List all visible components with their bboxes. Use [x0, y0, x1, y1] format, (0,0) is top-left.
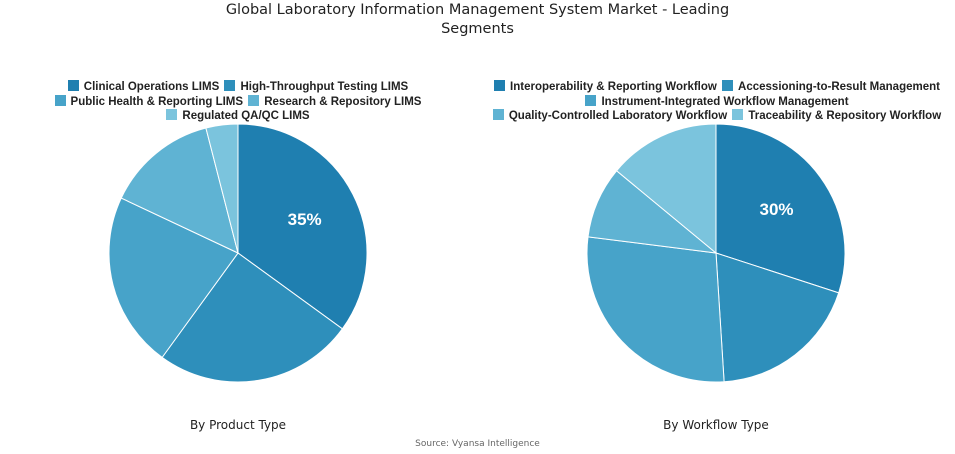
pie-chart-workflow-type: 30% [586, 123, 846, 383]
legend-product-type: Clinical Operations LIMS High-Throughput… [20, 80, 456, 124]
chart-title-line2: Segments [441, 21, 514, 37]
legend-workflow-type: Interoperability & Reporting Workflow Ac… [480, 80, 954, 124]
chart-title: Global Laboratory Information Management… [0, 1, 955, 39]
legend-swatch [224, 80, 236, 91]
subtitle-product-type: By Product Type [189, 418, 287, 432]
legend-swatch [492, 109, 504, 120]
legend-swatch [585, 94, 597, 106]
pie-chart-product-type: 35% [108, 123, 368, 383]
legend-item[interactable]: Quality-Controlled Laboratory Workflow [492, 109, 727, 124]
legend-item[interactable]: Public Health & Reporting LIMS [54, 94, 243, 110]
legend-swatch [54, 94, 66, 106]
legend-swatch [67, 80, 79, 91]
chart-title-line1: Global Laboratory Information Management… [225, 2, 730, 18]
legend-item[interactable]: Interoperability & Reporting Workflow [494, 80, 717, 95]
legend-item[interactable]: High-Throughput Testing LIMS [224, 80, 408, 95]
legend-item[interactable]: Traceability & Repository Workflow [732, 109, 941, 124]
legend-swatch [494, 80, 506, 91]
slice-percent-label: 30% [760, 200, 794, 219]
pie-slice[interactable] [237, 123, 368, 330]
pie-slice[interactable] [161, 252, 344, 383]
legend-swatch [166, 109, 178, 120]
legend-item[interactable]: Accessioning-to-Result Management [722, 80, 940, 95]
slice-percent-label: 35% [288, 210, 322, 229]
subtitle-workflow-type: By Workflow Type [663, 418, 769, 432]
pie-slice[interactable] [586, 236, 725, 383]
pie-slice[interactable] [120, 127, 239, 254]
legend-swatch [248, 94, 260, 106]
pie-slice[interactable] [205, 123, 239, 254]
source-note: Source: Vyansa Intelligence [415, 439, 540, 449]
legend-swatch [732, 109, 744, 120]
pie-slice[interactable] [715, 252, 840, 383]
pie-slice[interactable] [715, 123, 846, 294]
legend-item[interactable]: Clinical Operations LIMS [67, 80, 219, 95]
legend-swatch [722, 80, 734, 91]
legend-item[interactable]: Instrument-Integrated Workflow Managemen… [585, 94, 849, 110]
legend-item[interactable]: Regulated QA/QC LIMS [166, 109, 310, 124]
pie-slice[interactable] [615, 123, 717, 255]
legend-item[interactable]: Research & Repository LIMS [248, 94, 421, 110]
